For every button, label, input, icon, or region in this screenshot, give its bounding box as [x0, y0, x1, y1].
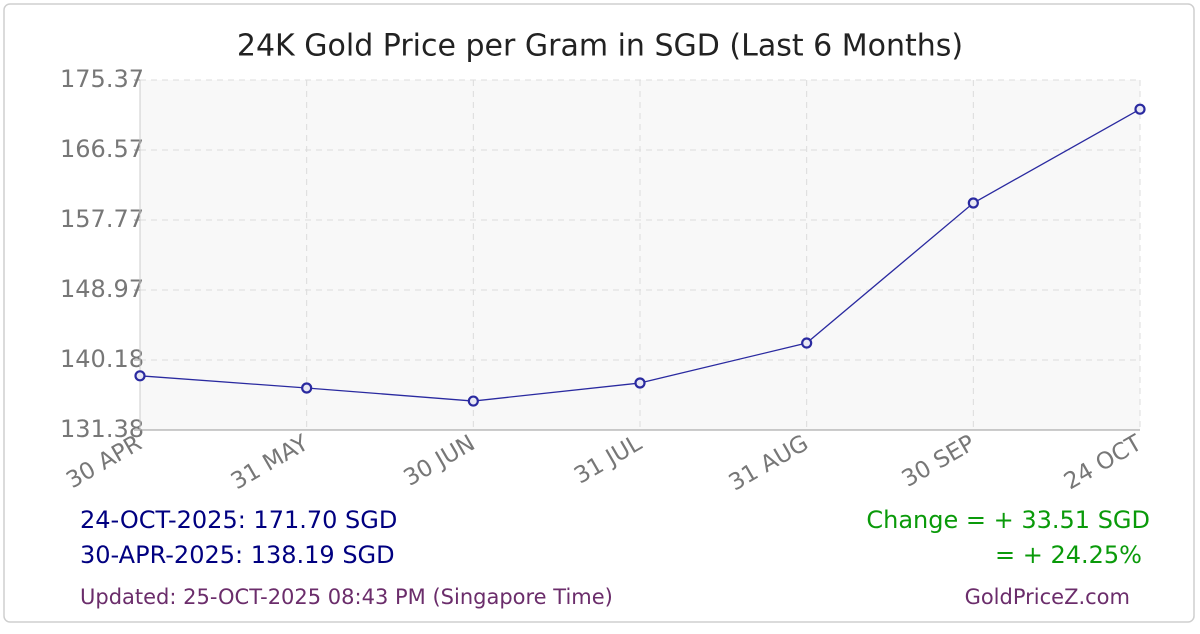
data-point [967, 197, 979, 209]
source: GoldPriceZ.com [965, 585, 1130, 609]
data-point [634, 377, 646, 389]
y-tick-label: 140.18 [60, 345, 144, 373]
data-point [134, 370, 146, 382]
data-point [467, 395, 479, 407]
y-tick-label: 175.37 [60, 65, 144, 93]
data-point [1134, 103, 1146, 115]
data-point [801, 337, 813, 349]
y-tick-label: 157.77 [60, 205, 144, 233]
chart-title: 24K Gold Price per Gram in SGD (Last 6 M… [237, 29, 963, 64]
y-tick-label: 166.57 [60, 135, 144, 163]
earliest-price: 30-APR-2025: 138.19 SGD [80, 541, 395, 569]
change-percent: = + 24.25% [995, 541, 1142, 569]
updated: Updated: 25-OCT-2025 08:43 PM (Singapore… [80, 585, 613, 609]
y-tick-label: 148.97 [60, 275, 144, 303]
data-point [301, 382, 313, 394]
y-tick-label: 131.38 [60, 415, 144, 443]
change: Change = + 33.51 SGD [866, 506, 1150, 534]
latest-price: 24-OCT-2025: 171.70 SGD [80, 506, 397, 534]
